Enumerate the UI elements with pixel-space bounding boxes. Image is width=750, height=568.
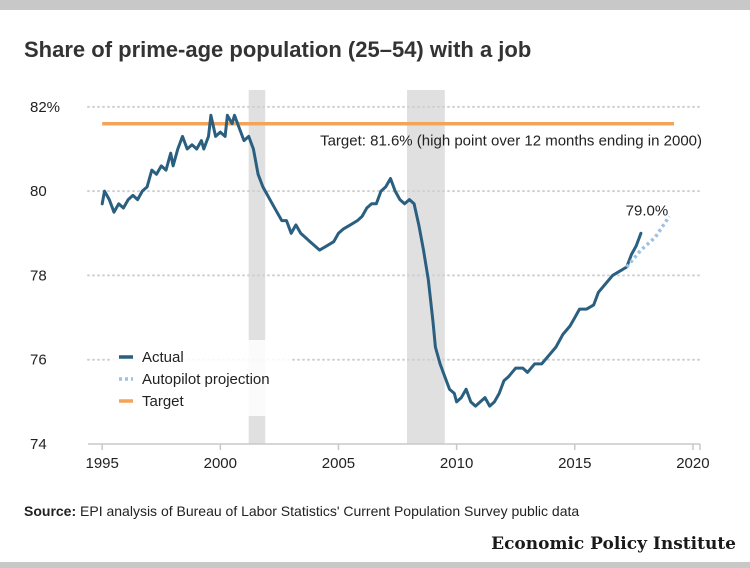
bottom-border (0, 562, 750, 568)
y-tick-label: 74 (30, 436, 47, 453)
y-tick-label: 76 (30, 352, 47, 369)
x-tick-label: 2000 (204, 455, 237, 472)
legend: Actual Autopilot projection Target (112, 340, 290, 416)
legend-background (112, 340, 290, 416)
y-tick-label: 82% (30, 99, 60, 116)
end-value-label: 79.0% (626, 202, 669, 219)
legend-label-target: Target (142, 393, 185, 410)
brand-logo: Economic Policy Institute (491, 534, 736, 554)
chart-title: Share of prime-age population (25–54) wi… (24, 37, 532, 62)
source-text: EPI analysis of Bureau of Labor Statisti… (80, 503, 580, 519)
y-tick-label: 80 (30, 183, 47, 200)
legend-label-projection: Autopilot projection (142, 371, 270, 388)
top-border (0, 0, 750, 10)
x-tick-label: 2020 (676, 455, 709, 472)
x-tick-label: 2005 (322, 455, 355, 472)
source-note: Source: EPI analysis of Bureau of Labor … (24, 503, 579, 519)
projection-line (625, 215, 671, 269)
x-tick-label: 1995 (85, 455, 118, 472)
y-tick-label: 78 (30, 267, 47, 284)
x-tick-label: 2015 (558, 455, 591, 472)
x-tick-label: 2010 (440, 455, 473, 472)
actual-line (100, 113, 643, 408)
chart: 1995 2000 2005 2010 2015 2020 74 76 78 80 82% Targe… (30, 90, 710, 472)
target-annotation: Target: 81.6% (high point over 12 months… (320, 133, 702, 150)
source-label: Source: (24, 503, 77, 519)
legend-label-actual: Actual (142, 349, 184, 366)
